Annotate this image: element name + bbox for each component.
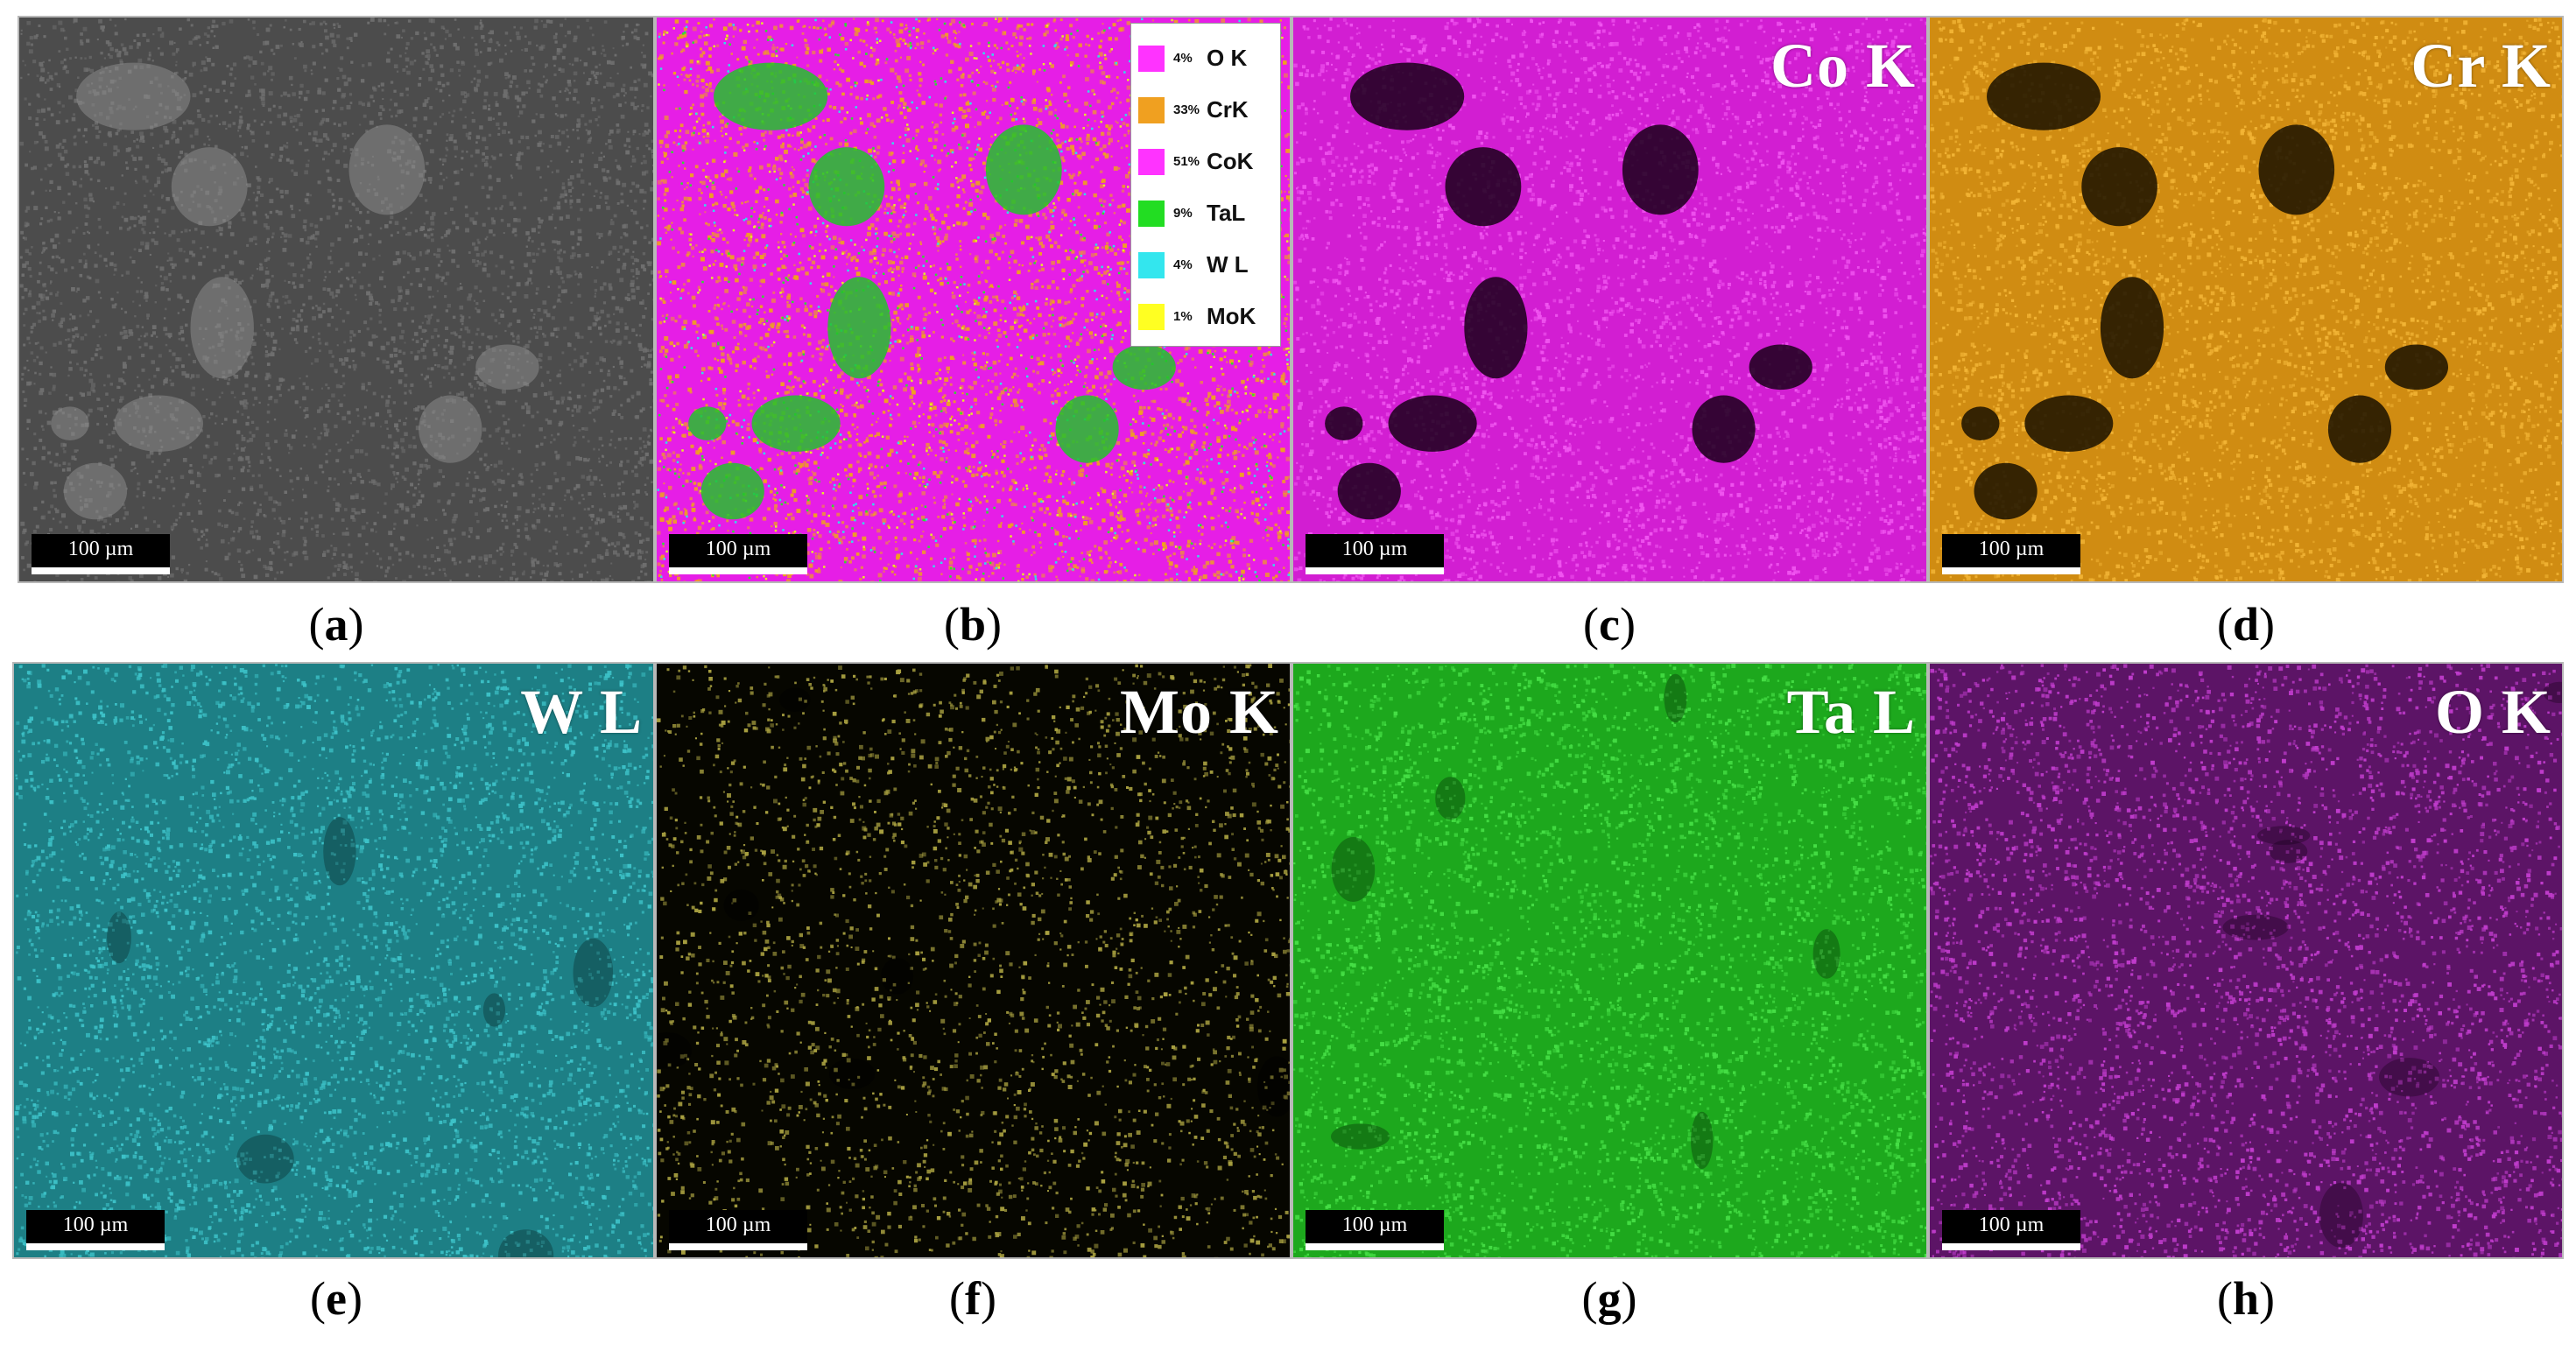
scale-bar-label: 100 µm bbox=[1979, 538, 2045, 560]
panel-f-mo-map: Mo K 100 µm bbox=[655, 662, 1292, 1259]
panel-a-micrograph bbox=[19, 18, 653, 581]
scale-bar: 100 µm bbox=[32, 534, 170, 574]
legend-swatch bbox=[1138, 251, 1165, 278]
caption-a: (a) bbox=[249, 597, 424, 651]
panel-d-cr-map: Cr K 100 µm bbox=[1928, 16, 2564, 583]
scale-bar-label: 100 µm bbox=[63, 1214, 129, 1236]
caption-letter: g bbox=[1598, 1272, 1622, 1325]
map-title: Ta L bbox=[1787, 676, 1916, 749]
legend-swatch bbox=[1138, 148, 1165, 175]
caption-e: (e) bbox=[249, 1271, 424, 1326]
scale-bar-label: 100 µm bbox=[1342, 1214, 1408, 1236]
legend-element: MoK bbox=[1207, 303, 1256, 330]
legend-element: W L bbox=[1207, 251, 1249, 278]
panel-h-micrograph bbox=[1930, 664, 2562, 1257]
legend-row-cr: 33% CrK bbox=[1138, 84, 1275, 136]
panel-d-micrograph bbox=[1930, 18, 2562, 581]
map-title: Cr K bbox=[2411, 30, 2551, 102]
scale-bar: 100 µm bbox=[1942, 1210, 2080, 1250]
caption-letter: f bbox=[965, 1272, 981, 1325]
legend-swatch bbox=[1138, 45, 1165, 72]
map-title: W L bbox=[520, 676, 643, 749]
legend-element: TaL bbox=[1207, 200, 1245, 227]
caption-g: (g) bbox=[1522, 1271, 1697, 1326]
caption-b: (b) bbox=[885, 597, 1060, 651]
legend-row-mo: 1% MoK bbox=[1138, 291, 1275, 342]
legend-percent: 9% bbox=[1173, 206, 1207, 221]
legend-element: CoK bbox=[1207, 148, 1253, 175]
scale-bar: 100 µm bbox=[669, 534, 807, 574]
caption-c: (c) bbox=[1522, 597, 1697, 651]
caption-letter: b bbox=[960, 598, 986, 651]
panel-g-micrograph bbox=[1293, 664, 1926, 1257]
legend-row-w: 4% W L bbox=[1138, 239, 1275, 291]
panel-b-layered-map: 4% O K 33% CrK 51% CoK 9% TaL 4% W L 1% … bbox=[655, 16, 1292, 583]
caption-f: (f) bbox=[885, 1271, 1060, 1326]
caption-letter: d bbox=[2233, 598, 2259, 651]
scale-bar-label: 100 µm bbox=[1979, 1214, 2045, 1236]
legend-percent: 4% bbox=[1173, 51, 1207, 66]
caption-d: (d) bbox=[2158, 597, 2333, 651]
legend-percent: 1% bbox=[1173, 309, 1207, 324]
scale-bar-label: 100 µm bbox=[68, 538, 134, 560]
scale-bar: 100 µm bbox=[1306, 1210, 1444, 1250]
legend-swatch bbox=[1138, 96, 1165, 123]
legend-swatch bbox=[1138, 200, 1165, 227]
caption-letter: a bbox=[325, 598, 348, 651]
scale-bar: 100 µm bbox=[26, 1210, 165, 1250]
legend-percent: 51% bbox=[1173, 154, 1207, 169]
legend-element: CrK bbox=[1207, 96, 1249, 123]
legend-row-co: 51% CoK bbox=[1138, 136, 1275, 187]
caption-letter: e bbox=[326, 1272, 347, 1325]
panel-e-micrograph bbox=[14, 664, 653, 1257]
legend-swatch bbox=[1138, 303, 1165, 330]
scale-bar-label: 100 µm bbox=[706, 1214, 771, 1236]
panel-f-micrograph bbox=[657, 664, 1290, 1257]
map-title: O K bbox=[2435, 676, 2551, 749]
legend-percent: 4% bbox=[1173, 257, 1207, 272]
scale-bar: 100 µm bbox=[669, 1210, 807, 1250]
panel-c-co-map: Co K 100 µm bbox=[1292, 16, 1928, 583]
scale-bar-label: 100 µm bbox=[706, 538, 771, 560]
panel-h-o-map: O K 100 µm bbox=[1928, 662, 2564, 1259]
panel-e-w-map: W L 100 µm bbox=[12, 662, 655, 1259]
scale-bar: 100 µm bbox=[1942, 534, 2080, 574]
map-title: Mo K bbox=[1120, 676, 1279, 749]
map-title: Co K bbox=[1770, 30, 1916, 102]
legend-element: O K bbox=[1207, 45, 1247, 72]
scale-bar: 100 µm bbox=[1306, 534, 1444, 574]
legend-percent: 33% bbox=[1173, 102, 1207, 117]
legend-row-ta: 9% TaL bbox=[1138, 187, 1275, 239]
element-legend: 4% O K 33% CrK 51% CoK 9% TaL 4% W L 1% … bbox=[1130, 23, 1281, 347]
caption-h: (h) bbox=[2158, 1271, 2333, 1326]
legend-row-o: 4% O K bbox=[1138, 32, 1275, 84]
caption-letter: c bbox=[1599, 598, 1620, 651]
panel-g-ta-map: Ta L 100 µm bbox=[1292, 662, 1928, 1259]
panel-c-micrograph bbox=[1293, 18, 1926, 581]
scale-bar-label: 100 µm bbox=[1342, 538, 1408, 560]
panel-a-sem-image: 100 µm bbox=[18, 16, 655, 583]
caption-letter: h bbox=[2233, 1272, 2259, 1325]
